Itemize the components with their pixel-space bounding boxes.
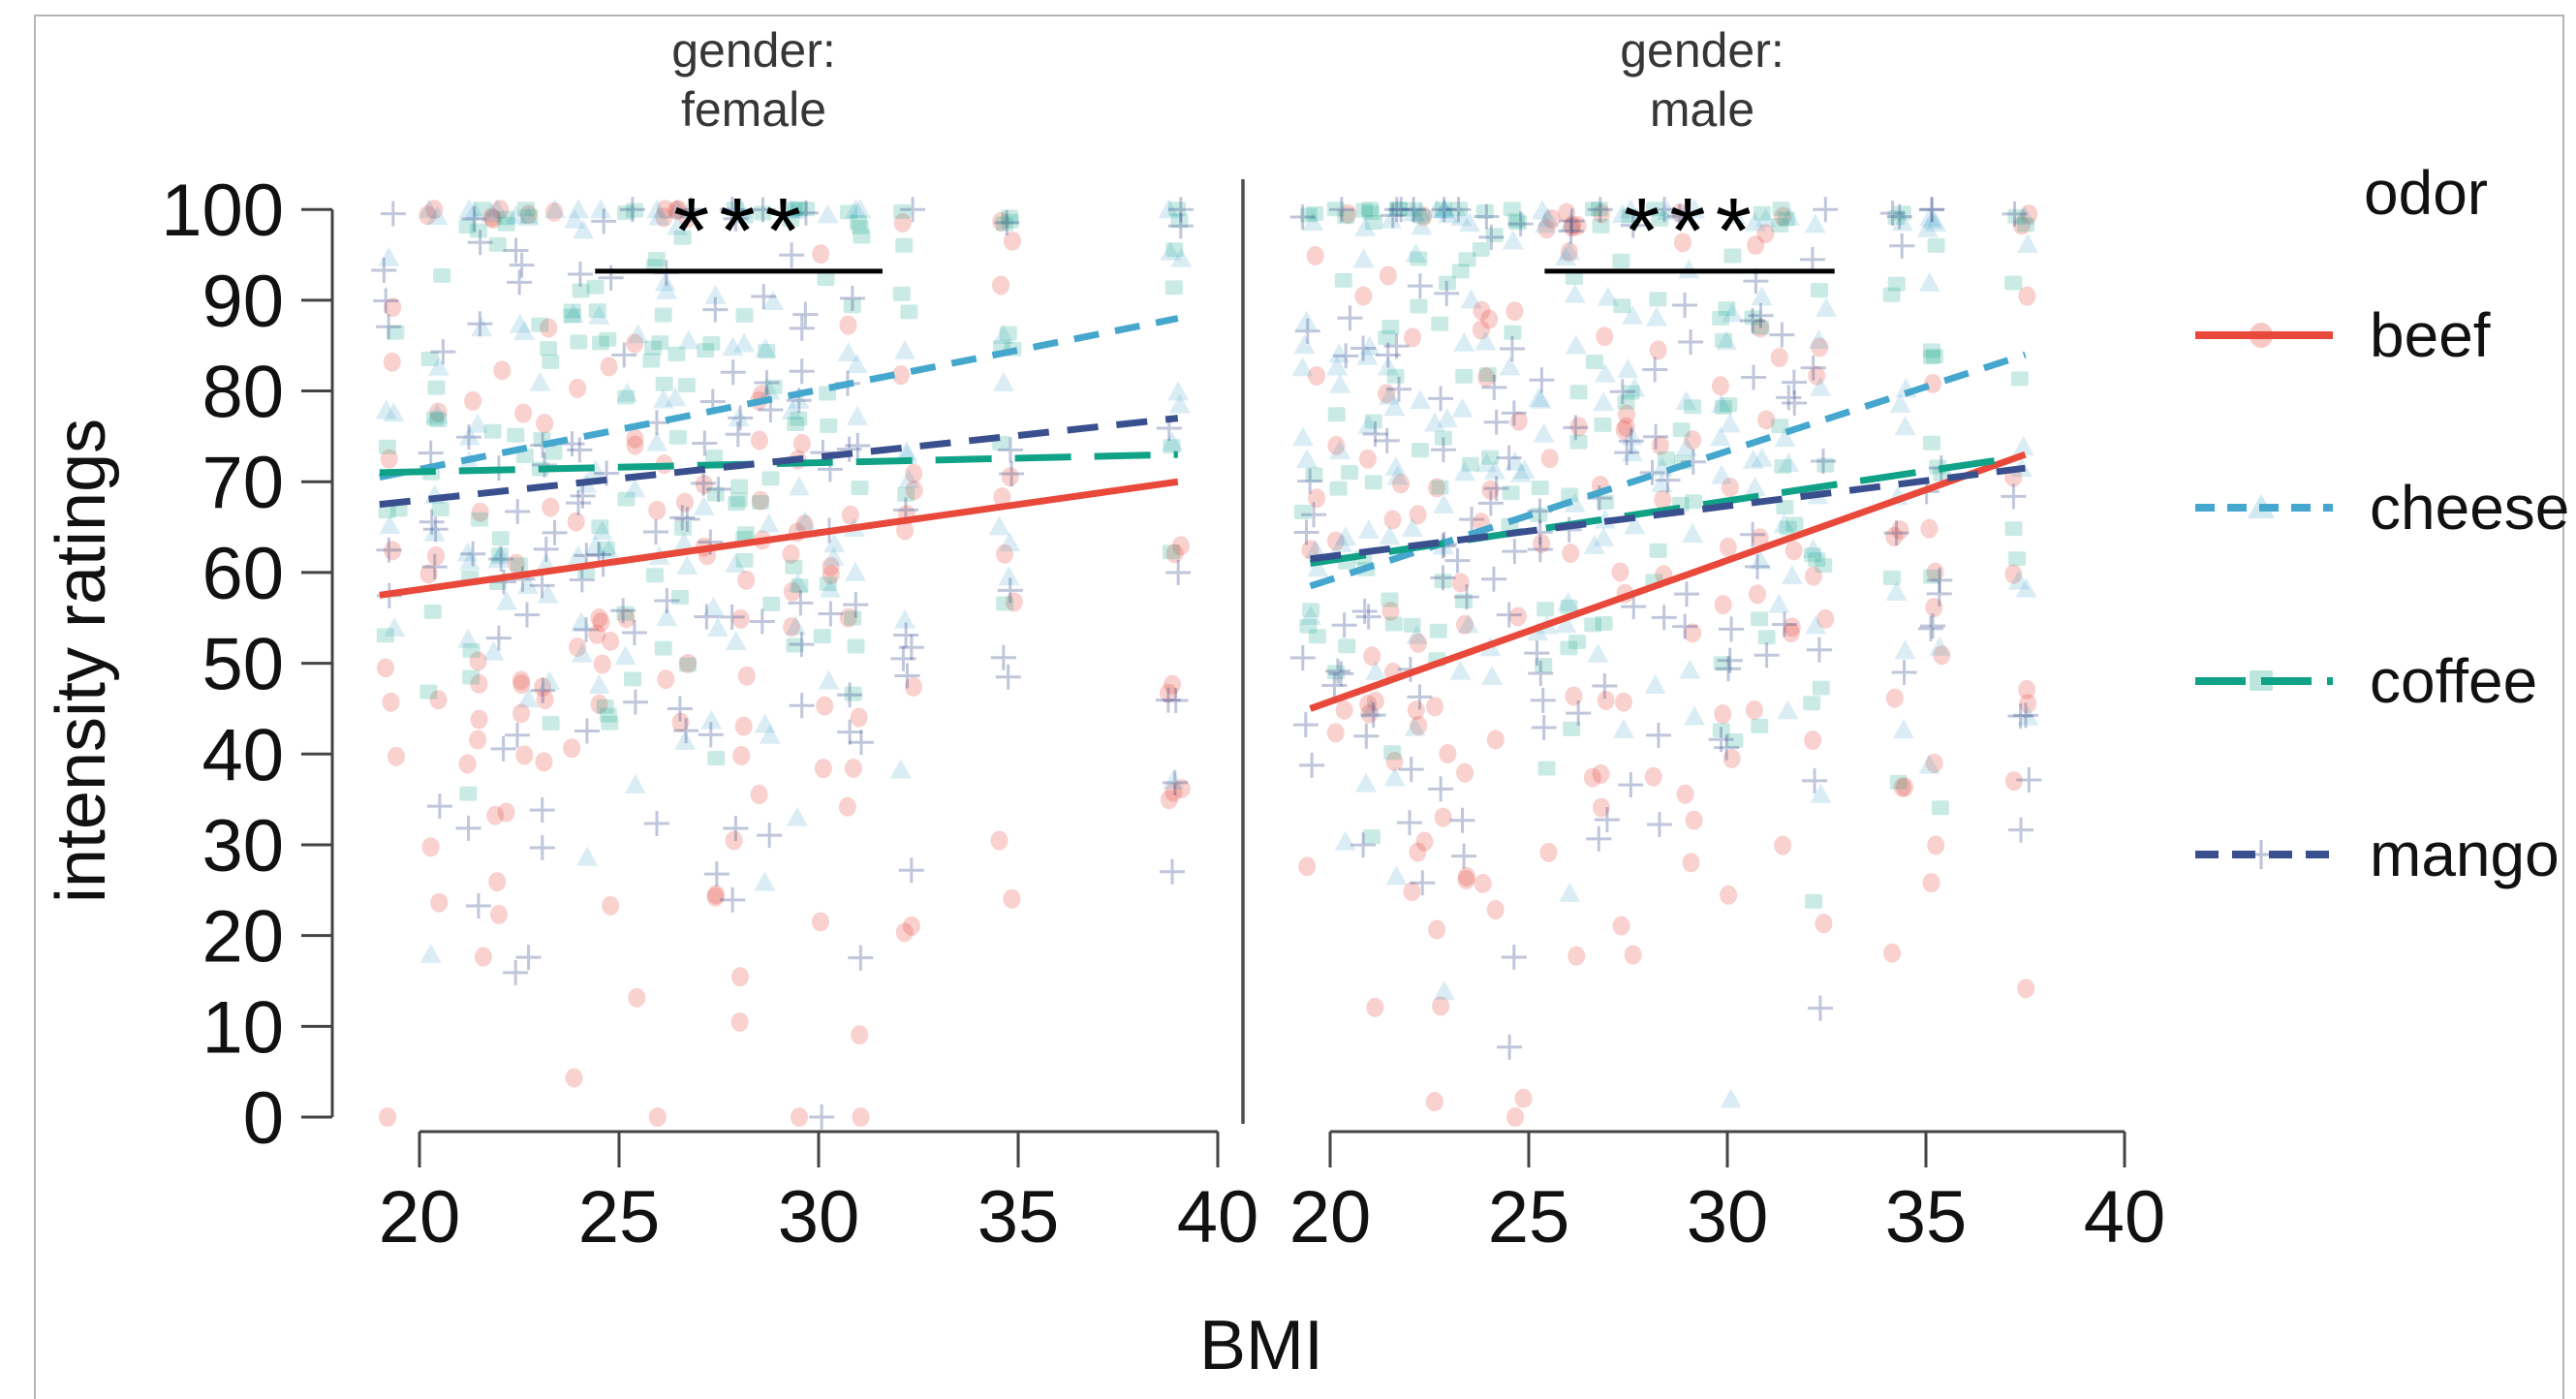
- svg-text:20: 20: [202, 896, 284, 979]
- svg-text:70: 70: [202, 442, 284, 524]
- frame-border-left: [34, 15, 36, 1399]
- svg-text:40: 40: [1177, 1176, 1259, 1259]
- legend-label-beef: beef: [2370, 300, 2491, 370]
- svg-text:35: 35: [978, 1176, 1060, 1259]
- svg-text:30: 30: [778, 1176, 860, 1259]
- svg-text:80: 80: [202, 352, 284, 434]
- facet-title-female-line2: female: [680, 82, 827, 137]
- svg-text:25: 25: [578, 1176, 661, 1259]
- legend-item-cheese: cheese: [2180, 469, 2569, 546]
- facet-title-female: gender: female: [671, 21, 836, 140]
- svg-text:40: 40: [2084, 1176, 2166, 1259]
- legend-swatch-beef-line: [2195, 323, 2333, 348]
- svg-text:50: 50: [202, 624, 284, 706]
- svg-text:25: 25: [1488, 1176, 1570, 1259]
- legend-label-mango: mango: [2370, 820, 2560, 889]
- legend-item-beef: beef: [2180, 296, 2491, 374]
- legend: odor beef cheese coffee mango: [2180, 0, 2576, 969]
- legend-label-cheese: cheese: [2370, 473, 2570, 543]
- svg-text:30: 30: [202, 805, 284, 887]
- svg-text:60: 60: [202, 533, 284, 615]
- svg-text:10: 10: [202, 986, 284, 1069]
- svg-text:100: 100: [161, 170, 284, 252]
- legend-swatch-cheese-line: [2195, 494, 2333, 518]
- svg-text:20: 20: [379, 1176, 461, 1259]
- y-axis-title: intensity ratings: [43, 418, 120, 904]
- facet-title-male: gender: male: [1620, 21, 1785, 140]
- x-axis-title: BMI: [1198, 1307, 1324, 1384]
- svg-text:90: 90: [202, 261, 284, 343]
- significance-stars-male: ***: [1623, 179, 1762, 283]
- svg-text:35: 35: [1885, 1176, 1968, 1259]
- legend-title: odor: [2364, 158, 2489, 228]
- significance-stars-female: ***: [672, 179, 812, 283]
- legend-swatch-coffee-line: [2195, 670, 2333, 691]
- legend-item-mango: mango: [2180, 816, 2560, 893]
- frame-border-top: [34, 15, 2564, 16]
- svg-text:30: 30: [1687, 1176, 1769, 1259]
- legend-swatch-mango-line: [2195, 840, 2333, 869]
- facet-title-male-line2: male: [1649, 82, 1755, 137]
- frame-border-right: [2562, 15, 2564, 1399]
- svg-text:20: 20: [1289, 1176, 1372, 1259]
- svg-text:0: 0: [243, 1077, 284, 1160]
- svg-text:40: 40: [202, 714, 284, 796]
- legend-label-coffee: coffee: [2370, 646, 2538, 716]
- facet-title-male-line1: gender:: [1620, 23, 1785, 78]
- facet-title-female-line1: gender:: [671, 23, 836, 78]
- legend-item-coffee: coffee: [2180, 642, 2537, 720]
